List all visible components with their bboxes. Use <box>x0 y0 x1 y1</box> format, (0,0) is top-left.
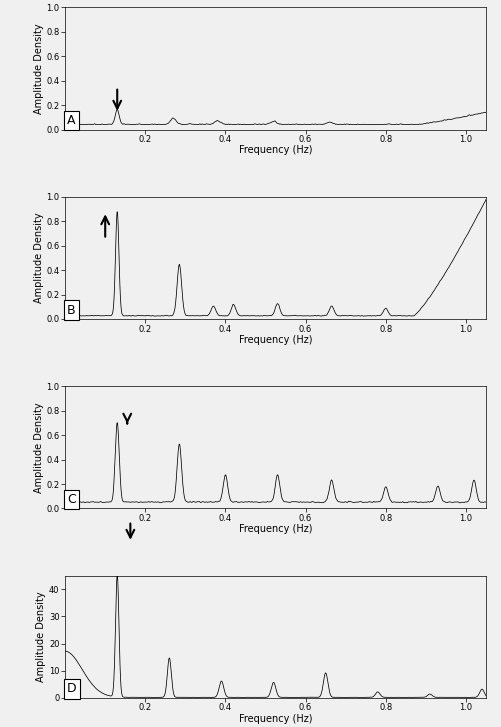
X-axis label: Frequency (Hz): Frequency (Hz) <box>239 335 312 345</box>
Y-axis label: Amplitude Density: Amplitude Density <box>36 592 46 682</box>
Y-axis label: Amplitude Density: Amplitude Density <box>34 23 44 113</box>
X-axis label: Frequency (Hz): Frequency (Hz) <box>239 145 312 156</box>
X-axis label: Frequency (Hz): Frequency (Hz) <box>239 714 312 724</box>
Y-axis label: Amplitude Density: Amplitude Density <box>34 402 44 493</box>
X-axis label: Frequency (Hz): Frequency (Hz) <box>239 524 312 534</box>
Text: A: A <box>67 114 76 127</box>
Y-axis label: Amplitude Density: Amplitude Density <box>34 212 44 303</box>
Text: D: D <box>67 683 77 696</box>
Text: C: C <box>67 493 76 506</box>
Text: B: B <box>67 304 76 316</box>
